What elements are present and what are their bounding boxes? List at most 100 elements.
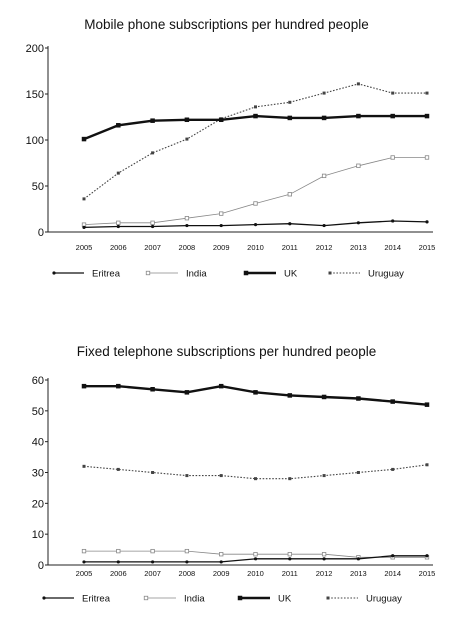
legend-entry-india: India bbox=[146, 269, 207, 280]
data-point-eritrea bbox=[425, 554, 428, 557]
legend-entry-uruguay: Uruguay bbox=[327, 594, 403, 605]
data-point-uruguay bbox=[254, 105, 257, 108]
data-point-eritrea bbox=[425, 220, 428, 223]
x-tick-label: 2010 bbox=[247, 569, 264, 578]
x-tick-label: 2013 bbox=[350, 243, 367, 252]
data-point-india bbox=[288, 552, 292, 556]
x-tick-label: 2012 bbox=[316, 243, 333, 252]
data-point-eritrea bbox=[288, 557, 291, 560]
data-point-uk bbox=[219, 384, 224, 389]
data-point-uk bbox=[219, 118, 224, 123]
fixed-chart-plot: 0 10 20 30 40 50 60 2005 2006 2007 2008 2009 2010 201… bbox=[0, 330, 453, 621]
data-point-india bbox=[391, 156, 395, 160]
legend-entry-eritrea: Eritrea bbox=[52, 269, 120, 280]
mobile-chart-plot: 0 50 100 150 200 2005 2006 2007 2008 2009 2010 2011… bbox=[0, 0, 453, 300]
data-point-india bbox=[254, 202, 258, 206]
data-point-eritrea bbox=[185, 224, 188, 227]
x-tick-label: 2006 bbox=[110, 243, 127, 252]
data-point-uruguay bbox=[426, 463, 429, 466]
data-point-uk bbox=[390, 399, 395, 404]
data-point-uruguay bbox=[151, 471, 154, 474]
y-tick-label: 10 bbox=[32, 529, 44, 541]
data-point-uk bbox=[116, 123, 121, 128]
data-point-uk bbox=[82, 137, 87, 142]
y-tick-label: 30 bbox=[32, 468, 44, 480]
x-tick-label: 2015 bbox=[419, 243, 436, 252]
legend-swatch-marker bbox=[144, 596, 148, 600]
data-point-uruguay bbox=[323, 474, 326, 477]
data-point-uk bbox=[116, 384, 121, 389]
data-point-india bbox=[185, 216, 189, 220]
data-point-uk bbox=[322, 395, 327, 400]
data-point-eritrea bbox=[117, 560, 120, 563]
y-tick-label: 50 bbox=[32, 406, 44, 418]
data-point-uruguay bbox=[357, 471, 360, 474]
x-tick-label: 2014 bbox=[384, 569, 401, 578]
data-point-eritrea bbox=[117, 225, 120, 228]
x-tick-label: 2011 bbox=[282, 569, 298, 578]
y-tick-label: 40 bbox=[32, 437, 44, 449]
data-point-eritrea bbox=[254, 223, 257, 226]
data-point-uruguay bbox=[117, 172, 120, 175]
data-point-india bbox=[82, 549, 86, 553]
series-line-uk bbox=[84, 116, 427, 139]
data-point-uk bbox=[150, 387, 155, 392]
data-point-eritrea bbox=[220, 224, 223, 227]
x-tick-label: 2015 bbox=[419, 569, 436, 578]
data-point-uruguay bbox=[323, 92, 326, 95]
legend-label: UK bbox=[278, 594, 292, 605]
legend-label: India bbox=[186, 269, 207, 280]
x-tick-label: 2005 bbox=[76, 569, 93, 578]
y-tick-label: 200 bbox=[26, 43, 44, 55]
legend-label: India bbox=[184, 594, 205, 605]
data-point-eritrea bbox=[391, 554, 394, 557]
series-line-uruguay bbox=[84, 465, 427, 479]
x-tick-label: 2006 bbox=[110, 569, 127, 578]
data-point-india bbox=[151, 549, 155, 553]
legend-entry-eritrea: Eritrea bbox=[42, 594, 110, 605]
data-point-uruguay bbox=[185, 474, 188, 477]
legend-swatch-marker bbox=[244, 271, 249, 276]
legend-swatch-marker bbox=[52, 271, 55, 274]
x-tick-label: 2012 bbox=[316, 569, 333, 578]
y-tick-label: 100 bbox=[26, 135, 44, 147]
data-point-uruguay bbox=[83, 465, 86, 468]
data-point-india bbox=[322, 552, 326, 556]
x-tick-label: 2008 bbox=[179, 243, 196, 252]
x-tick-label: 2007 bbox=[144, 243, 161, 252]
data-point-uruguay bbox=[391, 468, 394, 471]
data-point-eritrea bbox=[185, 560, 188, 563]
legend-swatch-marker bbox=[42, 596, 45, 599]
data-point-uk bbox=[253, 390, 258, 394]
y-tick-label: 0 bbox=[38, 227, 44, 239]
x-tick-label: 2011 bbox=[282, 243, 298, 252]
legend-label: Uruguay bbox=[368, 269, 404, 280]
legend-swatch-marker bbox=[238, 596, 243, 601]
data-point-uk bbox=[185, 390, 190, 394]
data-point-uruguay bbox=[288, 101, 291, 104]
data-point-uruguay bbox=[83, 197, 86, 200]
data-point-uk bbox=[185, 118, 190, 123]
legend-entry-uk: UK bbox=[238, 594, 292, 605]
fixed-telephone-chart: Fixed telephone subscriptions per hundre… bbox=[0, 330, 453, 621]
data-point-eritrea bbox=[288, 222, 291, 225]
data-point-eritrea bbox=[151, 225, 154, 228]
data-point-india bbox=[254, 552, 258, 556]
data-point-india bbox=[288, 193, 292, 197]
data-point-eritrea bbox=[82, 560, 85, 563]
data-point-india bbox=[151, 221, 155, 225]
legend-swatch-marker bbox=[329, 272, 332, 275]
legend-entry-india: India bbox=[144, 594, 205, 605]
y-tick-label: 150 bbox=[26, 89, 44, 101]
series-eritrea bbox=[82, 219, 428, 229]
legend-label: Eritrea bbox=[82, 594, 111, 605]
series-uruguay bbox=[83, 463, 429, 480]
x-tick-label: 2007 bbox=[144, 569, 161, 578]
series-uk bbox=[82, 384, 430, 407]
data-point-eritrea bbox=[151, 560, 154, 563]
series-uruguay bbox=[83, 82, 429, 200]
data-point-uk bbox=[425, 114, 430, 119]
data-point-uruguay bbox=[117, 468, 120, 471]
legend-label: Uruguay bbox=[366, 594, 402, 605]
data-point-uk bbox=[82, 384, 87, 389]
